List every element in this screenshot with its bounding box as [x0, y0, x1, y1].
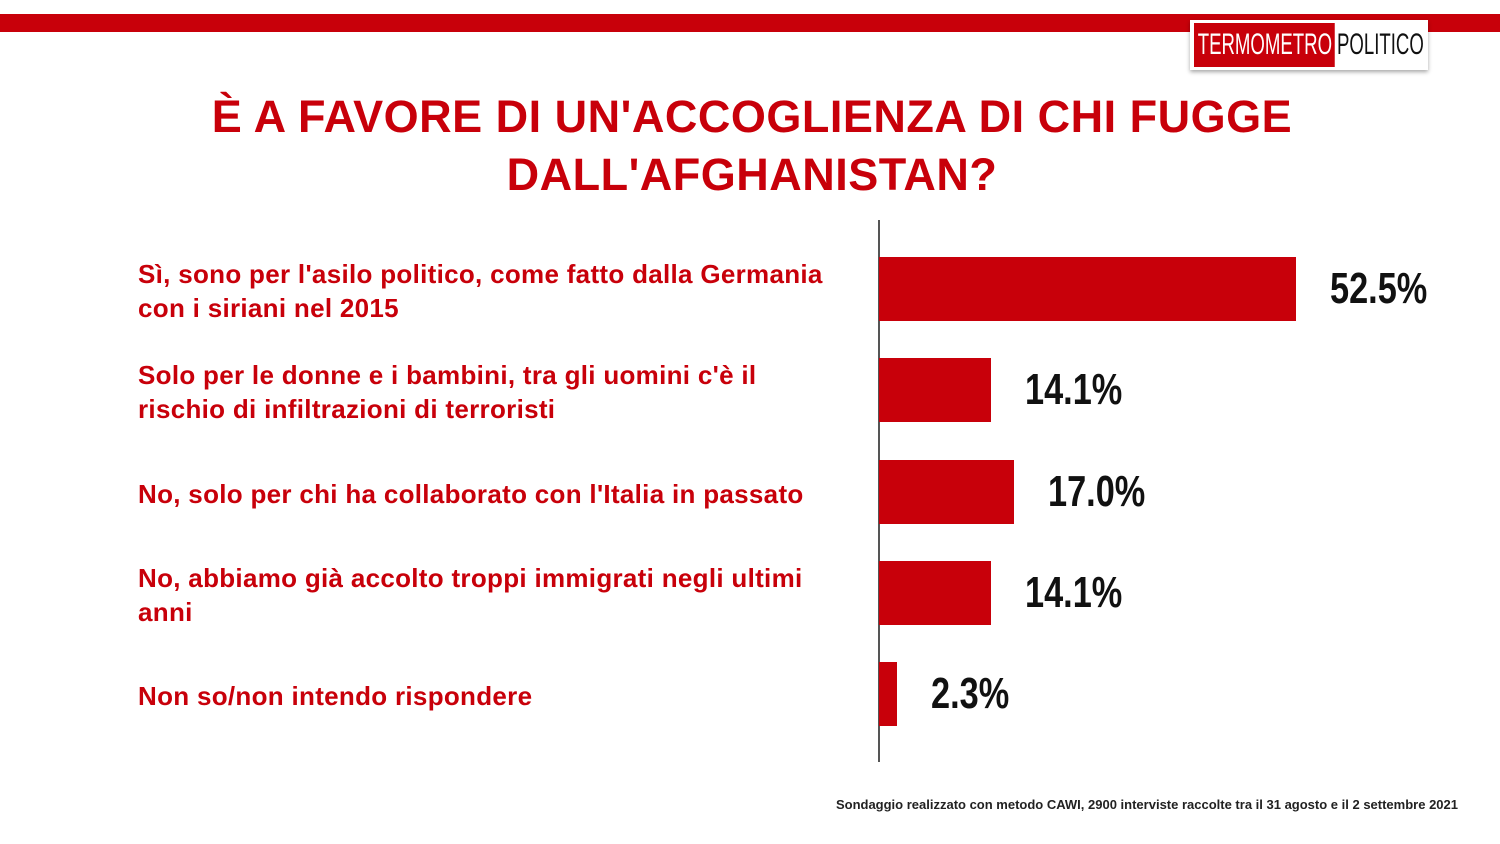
value-label: 14.1% — [1024, 365, 1123, 415]
category-label: Sì, sono per l'asilo politico, come fatt… — [138, 259, 823, 323]
logo-part: POLITICO — [1336, 28, 1424, 61]
category-label: Non so/non intendo rispondere — [138, 681, 533, 712]
value-label: 17.0% — [1048, 466, 1146, 516]
bar — [879, 662, 898, 727]
value-label: 52.5% — [1330, 264, 1428, 313]
value-label: 14.1% — [1024, 567, 1123, 617]
axis-line — [878, 220, 880, 762]
bar — [879, 459, 1015, 524]
source-note: Sondaggio realizzato con metodo CAWI, 29… — [835, 797, 1458, 812]
value-label: 2.3% — [931, 669, 1010, 719]
chart-title: È A FAVORE DI UN'ACCOGLIENZA DI CHI FUGG… — [211, 91, 1293, 200]
top-bar — [0, 14, 1500, 32]
logo: TERMOMETRO POLITICO — [1190, 20, 1428, 70]
category-label: Solo per le donne e i bambini, tra gli u… — [138, 360, 757, 425]
category-label: No, solo per chi ha collaborato con l'It… — [138, 478, 804, 509]
bar — [879, 358, 991, 423]
bar — [879, 560, 991, 625]
category-label: No, abbiamo già accolto troppi immigrati… — [138, 562, 803, 627]
logo-part: TERMOMETRO — [1194, 23, 1335, 67]
bar — [879, 257, 1296, 321]
